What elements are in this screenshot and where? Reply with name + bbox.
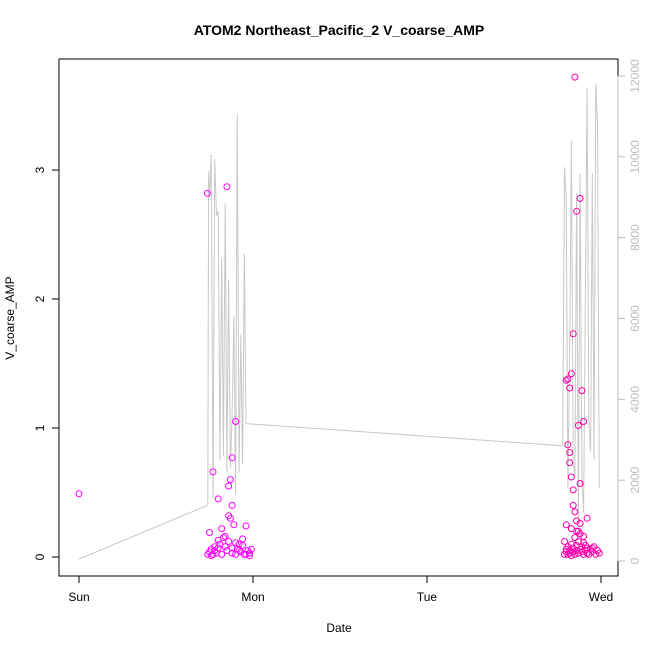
data-point	[232, 418, 240, 425]
right-axis: 0 2000 4000 6000 8000 10000 12000	[617, 59, 642, 564]
data-point	[204, 550, 212, 558]
data-point	[203, 189, 211, 197]
data-point	[228, 544, 236, 552]
left-tick-label: 2	[33, 295, 47, 302]
data-point	[590, 543, 598, 551]
data-point	[567, 473, 575, 481]
bottom-axis: Sun Mon Tue Wed	[68, 575, 613, 604]
data-point	[576, 480, 584, 487]
data-point	[569, 330, 577, 338]
data-point	[571, 508, 579, 516]
data-point	[221, 532, 229, 540]
data-point	[592, 550, 600, 558]
data-point	[566, 459, 574, 467]
data-point	[218, 525, 226, 533]
data-point	[573, 527, 581, 535]
data-point	[235, 547, 243, 554]
data-point	[214, 544, 222, 552]
data-point	[209, 550, 217, 558]
data-point	[576, 520, 584, 527]
plot-frame	[58, 58, 619, 577]
data-point	[207, 552, 215, 560]
data-point	[221, 543, 229, 551]
data-point	[247, 545, 255, 553]
data-point	[580, 550, 588, 558]
data-point	[571, 534, 579, 542]
data-point	[567, 552, 575, 560]
data-point	[228, 454, 236, 462]
bottom-tick-label: Mon	[241, 590, 264, 604]
data-point	[574, 538, 582, 545]
data-point	[576, 194, 584, 202]
data-point	[228, 549, 236, 557]
right-tick-label: 12000	[628, 59, 642, 93]
right-tick-label: 8000	[628, 224, 642, 251]
series-line	[78, 84, 600, 560]
right-tick-label: 4000	[628, 386, 642, 413]
data-point	[588, 544, 596, 552]
data-point	[230, 521, 238, 529]
data-point	[566, 449, 574, 456]
bottom-tick-label: Wed	[589, 590, 613, 604]
data-point	[578, 387, 586, 395]
bottom-tick-label: Sun	[68, 590, 89, 604]
data-point	[223, 183, 231, 191]
data-point	[225, 538, 233, 545]
data-point	[246, 549, 253, 557]
left-tick-label: 1	[33, 424, 47, 431]
right-tick-label: 10000	[628, 140, 642, 174]
right-tick-label: 6000	[628, 305, 642, 332]
data-point	[242, 522, 250, 530]
data-point	[228, 501, 236, 509]
data-point	[567, 370, 575, 378]
data-point	[569, 486, 577, 494]
data-point	[225, 482, 233, 490]
data-point	[225, 512, 233, 520]
data-point	[564, 441, 572, 449]
bottom-tick-label: Tue	[417, 590, 438, 604]
data-point	[566, 384, 574, 392]
data-point	[218, 550, 226, 558]
data-point	[580, 532, 588, 540]
left-axis: 0 1 2 3	[33, 166, 60, 560]
data-point	[561, 538, 568, 545]
data-point	[580, 418, 588, 425]
data-point	[562, 521, 570, 529]
data-point	[583, 514, 591, 522]
data-point	[239, 535, 247, 543]
line-series	[78, 84, 600, 560]
point-series	[75, 73, 603, 560]
data-point	[211, 543, 219, 551]
data-point	[567, 540, 575, 548]
data-point	[226, 476, 234, 484]
data-point	[206, 529, 213, 536]
data-point	[574, 421, 582, 429]
data-point	[214, 536, 222, 544]
left-tick-label: 3	[33, 166, 47, 173]
y-axis-label: V_coarse_AMP	[3, 276, 17, 359]
x-axis-label: Date	[326, 621, 352, 635]
data-point	[209, 468, 217, 476]
data-point	[214, 495, 222, 503]
data-point	[571, 550, 579, 558]
data-point	[562, 376, 570, 384]
data-point	[569, 501, 577, 509]
data-point	[571, 73, 579, 81]
data-point	[232, 539, 240, 547]
data-point	[573, 207, 581, 215]
data-point	[564, 375, 572, 383]
left-tick-label: 0	[33, 553, 47, 560]
data-point	[595, 549, 603, 557]
data-point	[583, 549, 591, 557]
data-point	[242, 550, 250, 558]
right-tick-label: 0	[628, 557, 642, 564]
data-point	[574, 549, 582, 557]
data-point	[75, 490, 83, 498]
data-point	[583, 544, 591, 552]
data-point	[246, 552, 253, 560]
chart-title: ATOM2 Northeast_Pacific_2 V_coarse_AMP	[194, 22, 485, 38]
right-tick-label: 2000	[628, 466, 642, 493]
